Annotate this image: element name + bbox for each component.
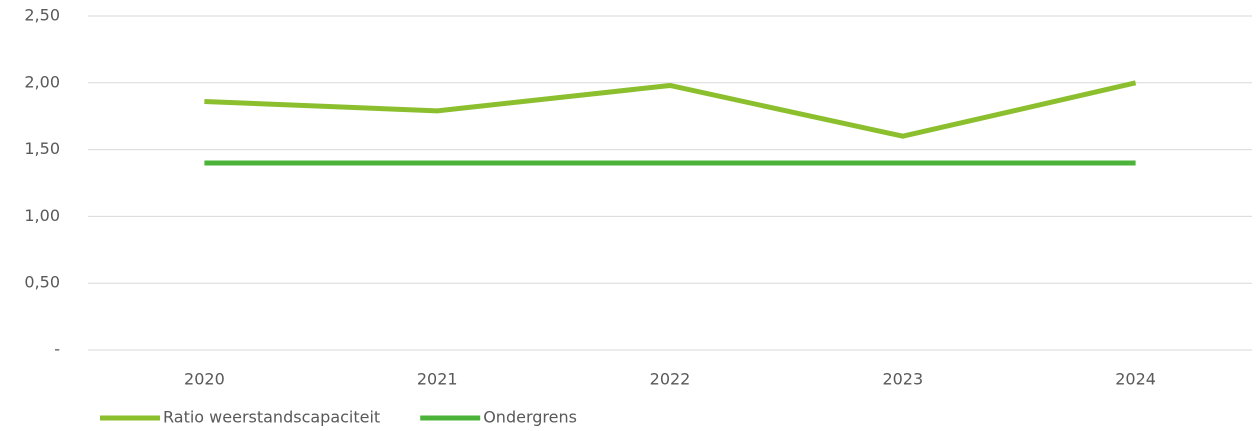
y-tick-label: - bbox=[54, 340, 60, 359]
legend-label: Ondergrens bbox=[483, 408, 577, 427]
y-tick-label: 0,50 bbox=[24, 273, 60, 292]
legend-label: Ratio weerstandscapaciteit bbox=[163, 408, 380, 427]
x-tick-label: 2024 bbox=[1115, 370, 1156, 389]
y-tick-label: 2,00 bbox=[24, 72, 60, 91]
x-tick-label: 2022 bbox=[650, 370, 691, 389]
x-tick-label: 2023 bbox=[882, 370, 923, 389]
series-line bbox=[204, 80, 1137, 139]
y-tick-label: 1,50 bbox=[24, 139, 60, 158]
x-tick-label: 2020 bbox=[184, 370, 225, 389]
x-tick-label: 2021 bbox=[417, 370, 458, 389]
y-tick-label: 2,50 bbox=[24, 6, 60, 25]
y-tick-label: 1,00 bbox=[24, 206, 60, 225]
